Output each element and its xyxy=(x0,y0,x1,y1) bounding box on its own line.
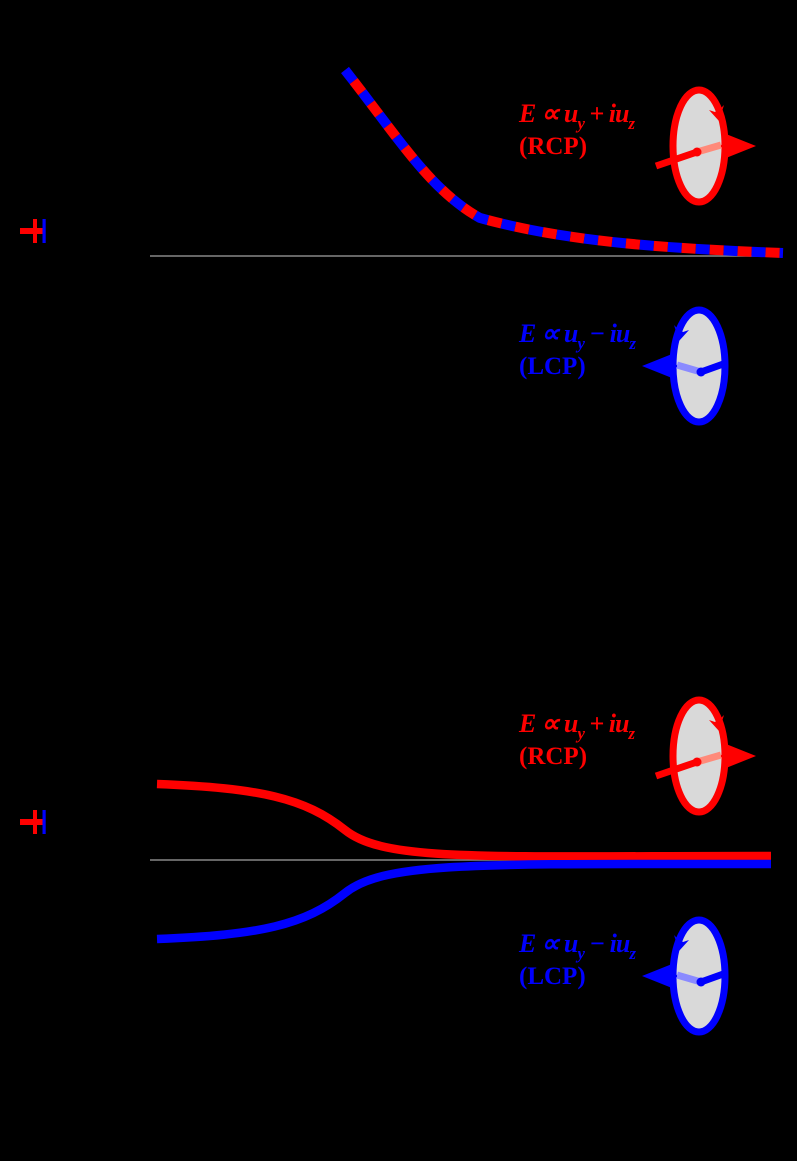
svg-text:E ∝ uy + iuz: E ∝ uy + iuz xyxy=(518,99,635,133)
svg-text:E ∝ uy + iuz: E ∝ uy + iuz xyxy=(518,709,635,743)
svg-text:E ∝ uy − iuz: E ∝ uy − iuz xyxy=(518,319,636,353)
svg-text:(RCP): (RCP) xyxy=(519,743,587,770)
svg-text:E ∝ uy − iuz: E ∝ uy − iuz xyxy=(518,929,636,963)
svg-text:(LCP): (LCP) xyxy=(519,353,586,380)
svg-text:(RCP): (RCP) xyxy=(519,133,587,160)
svg-text:(LCP): (LCP) xyxy=(519,963,586,990)
